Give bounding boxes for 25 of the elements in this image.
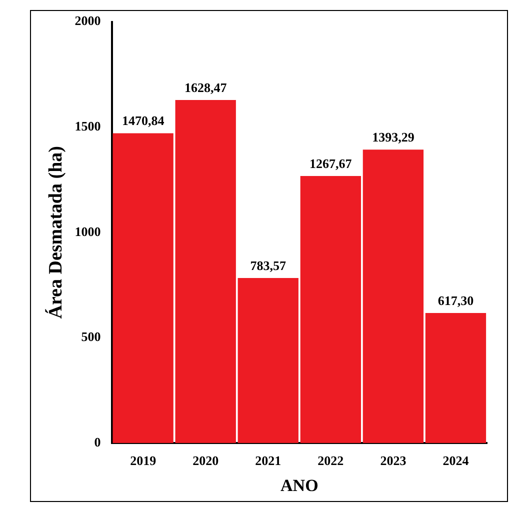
- data-label: 617,30: [438, 292, 474, 308]
- data-label: 1393,29: [372, 129, 415, 144]
- x-tick-label: 2019: [130, 453, 157, 468]
- data-label: 1470,84: [122, 113, 165, 128]
- bar: [238, 278, 298, 443]
- y-tick-label: 0: [94, 434, 101, 450]
- bar: [112, 133, 174, 443]
- data-label: 783,57: [250, 258, 287, 273]
- bar: [362, 150, 424, 443]
- x-axis-title: ANO: [280, 476, 318, 496]
- y-tick-label: 2000: [74, 13, 101, 28]
- y-tick-label: 1000: [74, 224, 101, 239]
- x-tick-label: 2022: [318, 453, 344, 468]
- y-tick-label: 500: [81, 329, 101, 344]
- x-tick-label: 2023: [380, 453, 407, 468]
- data-label: 1267,67: [310, 156, 352, 171]
- bar: [175, 100, 236, 443]
- bar: [300, 176, 361, 443]
- y-axis-title: Área Desmatada (ha): [44, 146, 66, 319]
- x-tick-label: 2024: [442, 453, 470, 468]
- data-label: 1628,47: [184, 80, 228, 95]
- y-tick-label: 1500: [74, 118, 101, 134]
- x-tick-label: 2020: [192, 453, 219, 468]
- bar: [425, 312, 486, 443]
- x-tick-label: 2021: [255, 453, 282, 468]
